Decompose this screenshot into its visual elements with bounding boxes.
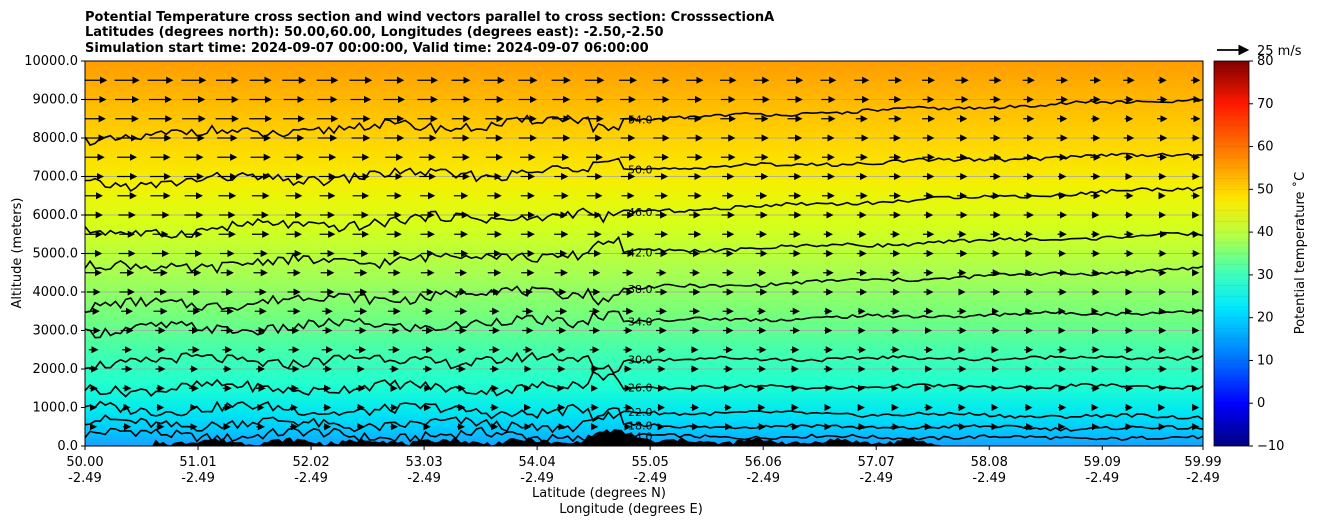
x-tick-label-lon: -2.49: [746, 471, 780, 486]
colorbar-frame: [1213, 60, 1250, 447]
x-tick-label-lon: -2.49: [1186, 471, 1220, 486]
x-tick-label-lon: -2.49: [68, 471, 102, 486]
colorbar: −10 0 10 20 30 40 50 60 70 80 Potential temperatu…: [1213, 54, 1308, 454]
contour-line: [85, 152, 1203, 192]
wind-reference-label: 25 m/s: [1257, 44, 1302, 59]
title-line-1: Potential Temperature cross section and …: [85, 10, 774, 25]
contour-label: 50.0: [628, 163, 653, 176]
colorbar-tick-label: 10: [1257, 353, 1274, 368]
x-tick-label-lon: -2.49: [859, 471, 893, 486]
plot-area: 14.018.022.0 26.0 30.0 34.0 38.0 42.0 46.0 50.0…: [85, 61, 1203, 446]
y-axis-label: Altitude (meters): [10, 198, 25, 309]
colorbar-gradient: [1214, 61, 1249, 446]
wind-reference: 25 m/s: [1217, 44, 1302, 59]
contour-label: 34.0: [628, 315, 653, 328]
contour-label: 54.0: [628, 114, 653, 127]
contour-label: 26.0: [628, 381, 653, 394]
colorbar-tick-label: 30: [1257, 268, 1274, 283]
colorbar-tick-label: 20: [1257, 311, 1274, 326]
x-tick-label: 57.07: [858, 455, 895, 470]
contour-line: [85, 265, 1203, 313]
contour-label: 14.0: [628, 430, 653, 443]
x-tick-label-lon: -2.49: [407, 471, 441, 486]
colorbar-label: Potential temperature ˚C: [1292, 172, 1308, 335]
y-tick-label: 1000.0: [33, 401, 79, 416]
contour-label: 42.0: [628, 246, 653, 259]
colorbar-tick-label: 80: [1257, 54, 1274, 69]
contour-line: [85, 309, 1203, 339]
x-tick-label: 55.05: [632, 455, 669, 470]
colorbar-tick-label: 70: [1257, 97, 1274, 112]
y-tick-label: 7000.0: [33, 170, 79, 185]
contour-label: 38.0: [628, 283, 653, 296]
x-tick-label: 59.99: [1184, 455, 1221, 470]
contour-line: [85, 370, 1203, 398]
contour-line: [85, 407, 1203, 434]
colorbar-tick-label: 50: [1257, 182, 1274, 197]
colorbar-tick-label: 0: [1257, 396, 1265, 411]
y-tick-label: 8000.0: [33, 131, 79, 146]
x-tick-label: 50.00: [66, 455, 103, 470]
colorbar-tick-label: 40: [1257, 225, 1274, 240]
x-tick-label-lon: -2.49: [972, 471, 1006, 486]
y-axis: 0.0 1000.0 2000.0 3000.0 4000.0 5000.0 6000.0 7…: [24, 54, 85, 454]
x-tick-label: 54.04: [519, 455, 556, 470]
contour-line: [85, 351, 1203, 375]
contour-label: 22.0: [628, 406, 653, 419]
contour-line: [85, 186, 1203, 239]
x-tick-label: 59.09: [1084, 455, 1121, 470]
x-tick-label-lon: -2.49: [633, 471, 667, 486]
x-tick-label-lon: -2.49: [294, 471, 328, 486]
contour-label: 30.0: [628, 353, 653, 366]
colorbar-tick-label: −10: [1257, 439, 1284, 454]
contour-lines: [85, 98, 1203, 443]
wind-vectors: [85, 76, 1201, 431]
title-line-3: Simulation start time: 2024-09-07 00:00:…: [85, 41, 649, 56]
x-tick-label: 56.06: [745, 455, 782, 470]
contour-label: 18.0: [628, 420, 653, 433]
x-tick-label: 53.03: [405, 455, 442, 470]
contour-line: [85, 400, 1203, 423]
title-block: Potential Temperature cross section and …: [85, 10, 774, 56]
x-axis: 50.00-2.4951.01-2.4952.02-2.4953.03-2.49…: [66, 446, 1222, 486]
x-tick-label-lon: -2.49: [1085, 471, 1119, 486]
y-tick-label: 9000.0: [33, 93, 79, 108]
y-tick-label: 10000.0: [24, 54, 78, 69]
y-tick-label: 4000.0: [33, 285, 79, 300]
title-line-2: Latitudes (degrees north): 50.00,60.00, …: [85, 25, 664, 40]
y-tick-label: 5000.0: [33, 247, 79, 262]
terrain: [85, 429, 1203, 446]
contour-line: [85, 426, 1203, 443]
x-tick-label: 51.01: [179, 455, 216, 470]
colorbar-tick-label: 60: [1257, 140, 1274, 155]
x-axis-label-2: Longitude (degrees E): [559, 502, 703, 517]
contour-line: [85, 231, 1203, 274]
y-tick-label: 3000.0: [33, 324, 79, 339]
colorbar-ticks: −10 0 10 20 30 40 50 60 70 80: [1249, 54, 1284, 454]
y-tick-label: 2000.0: [33, 362, 79, 377]
contour-labels: 14.018.022.0 26.0 30.0 34.0 38.0 42.0 46.0 50.0…: [628, 114, 653, 444]
y-tick-label: 0.0: [57, 439, 78, 454]
x-tick-label-lon: -2.49: [520, 471, 554, 486]
contour-label: 46.0: [628, 206, 653, 219]
contour-line: [85, 98, 1203, 147]
x-tick-label: 52.02: [292, 455, 329, 470]
x-tick-label-lon: -2.49: [181, 471, 215, 486]
x-axis-label: Latitude (degrees N): [532, 486, 666, 501]
y-tick-label: 6000.0: [33, 208, 79, 223]
x-tick-label: 58.08: [971, 455, 1008, 470]
